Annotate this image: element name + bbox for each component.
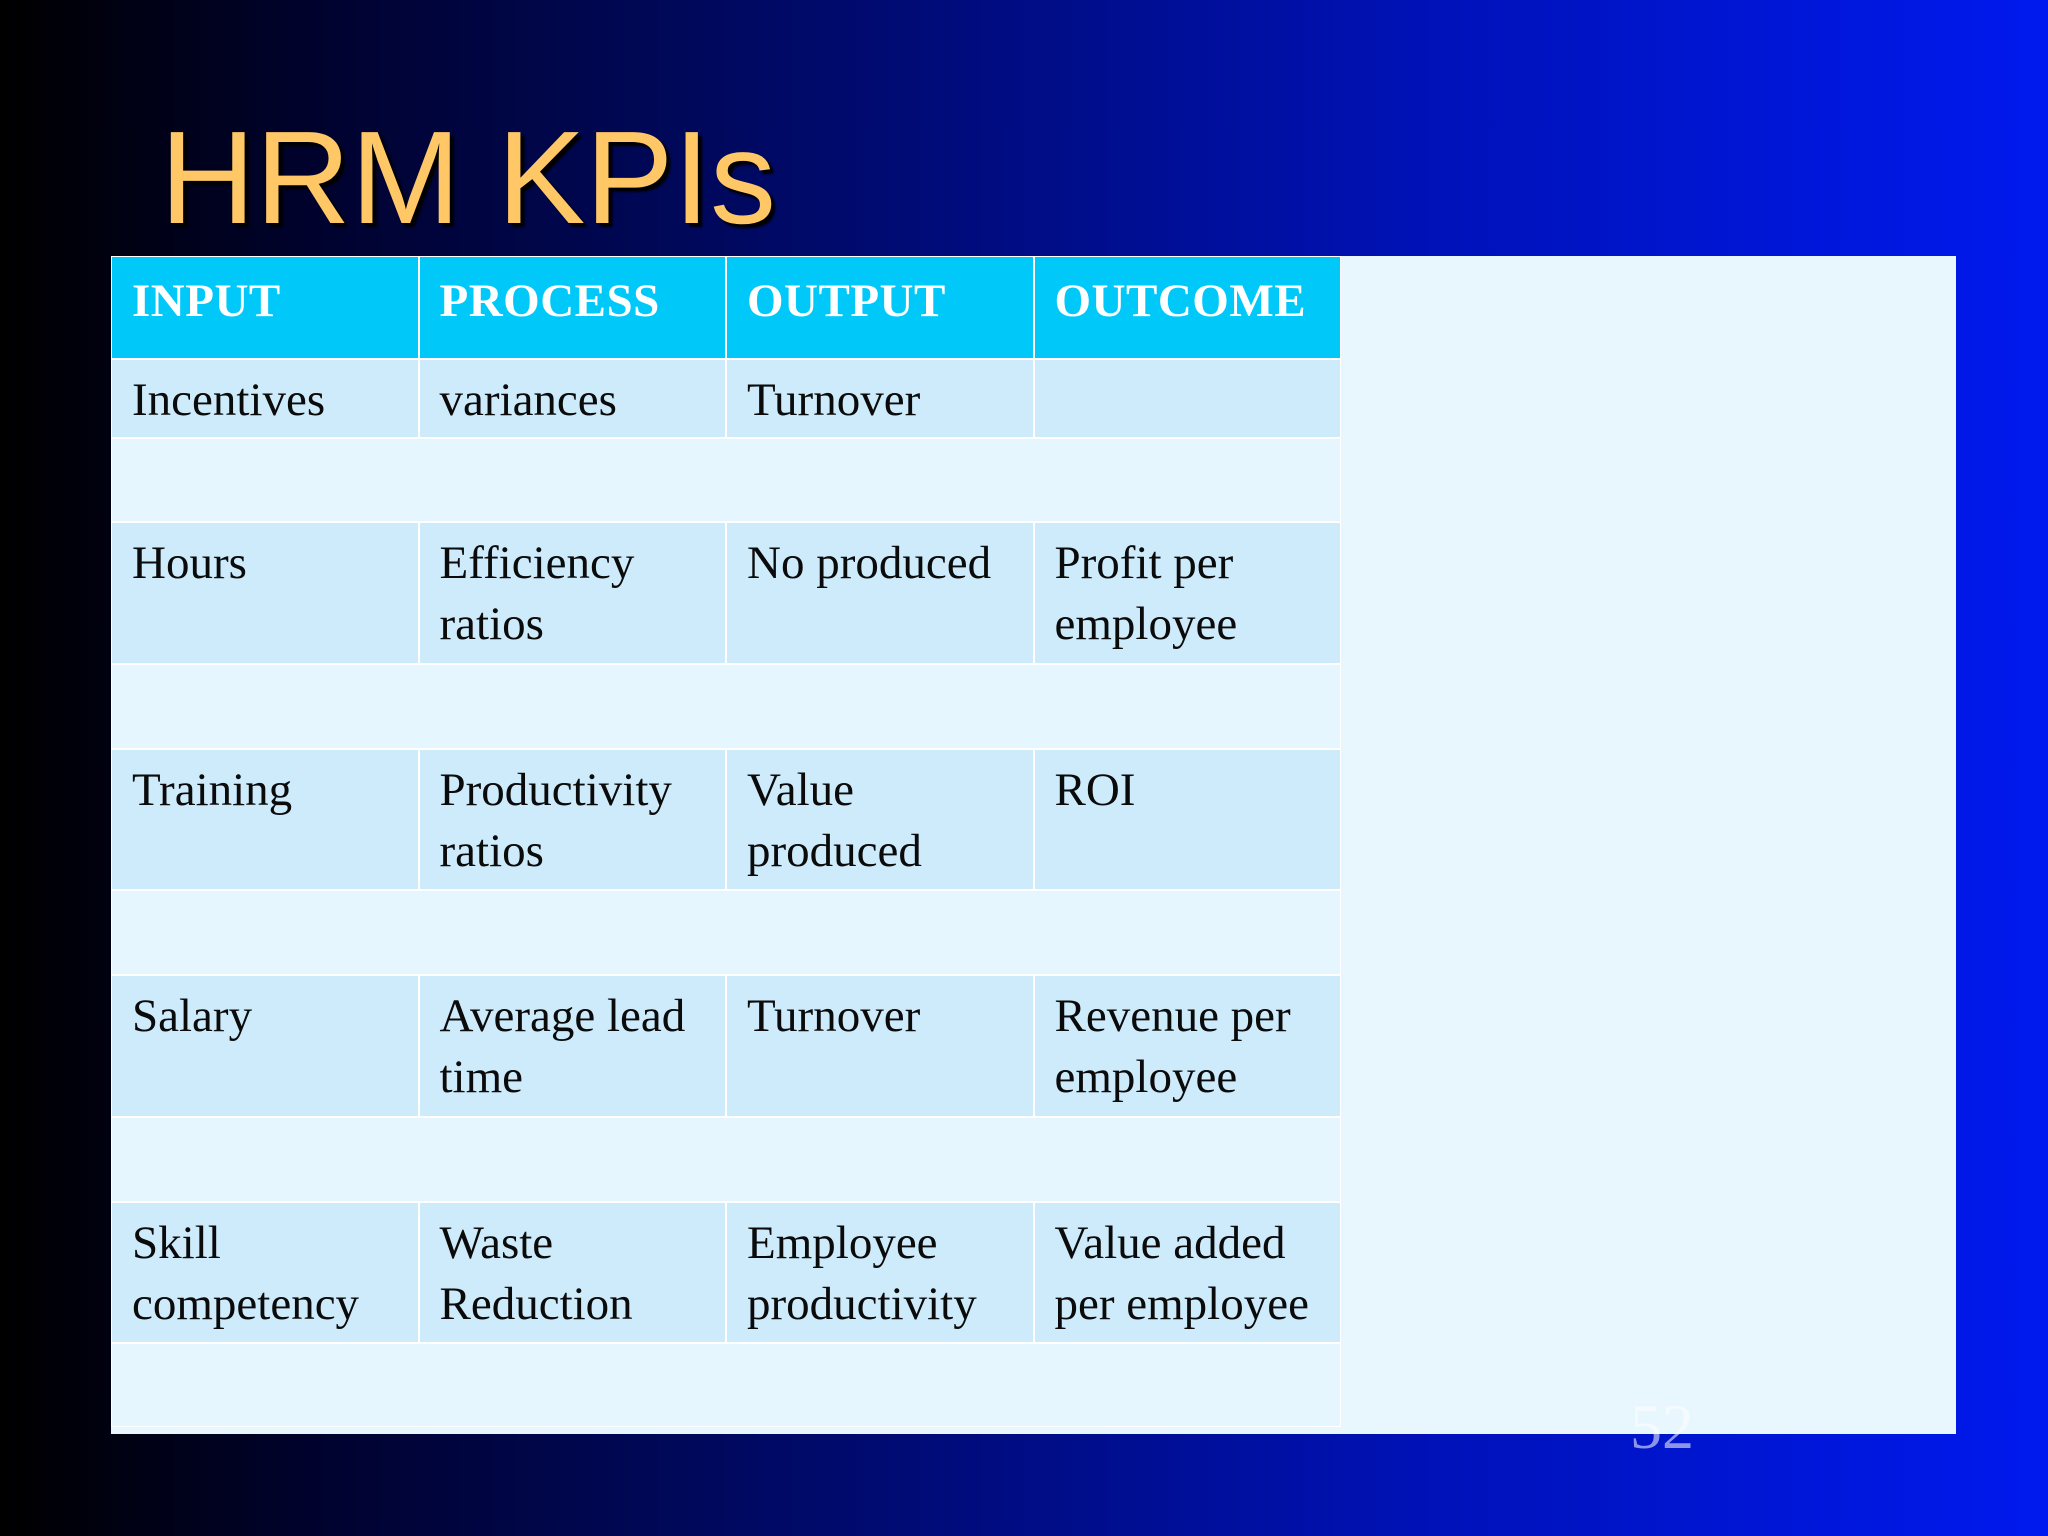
table-cell-outcome: Profit per employee <box>1033 522 1341 664</box>
table-cell-outcome <box>1033 359 1341 438</box>
table-cell-process: variances <box>418 359 726 438</box>
spacer-row <box>111 438 1341 522</box>
spacer-row <box>111 1343 1341 1427</box>
header-process: PROCESS <box>418 256 726 359</box>
spacer-row <box>111 890 1341 975</box>
table-cell-process: Average lead time <box>418 975 726 1117</box>
table-cell-outcome: ROI <box>1033 749 1341 890</box>
header-outcome: OUTCOME <box>1033 256 1341 359</box>
table-cell-input: Salary <box>111 975 419 1117</box>
kpi-table: INPUT PROCESS OUTPUT OUTCOME Incentives … <box>111 256 1956 1434</box>
table-cell-input: Training <box>111 749 419 890</box>
table-cell-process: Efficiency ratios <box>418 522 726 664</box>
table-cell-output: Employee productivity <box>726 1202 1034 1343</box>
table-cell-input: Hours <box>111 522 419 664</box>
table-cell-output: Turnover ratio <box>726 359 1034 438</box>
table-cell-output: No produced <box>726 522 1034 664</box>
table-cell-output: Turnover <box>726 975 1034 1117</box>
header-output: OUTPUT <box>726 256 1034 359</box>
table-cell-process: Productivity ratios <box>418 749 726 890</box>
slide-title: HRM KPIs <box>160 104 777 251</box>
spacer-row <box>111 1117 1341 1202</box>
spacer-row <box>111 664 1341 749</box>
table-cell-output: Value produced <box>726 749 1034 890</box>
table-cell-process: Waste Reduction <box>418 1202 726 1343</box>
table-cell-input: Incentives <box>111 359 419 438</box>
table-cell-outcome: Revenue per employee <box>1033 975 1341 1117</box>
header-input: INPUT <box>111 256 419 359</box>
table-cell-outcome: Value added per employee <box>1033 1202 1341 1343</box>
table-cell-input: Skill competency <box>111 1202 419 1343</box>
slide-number: 52 <box>1630 1391 1694 1462</box>
